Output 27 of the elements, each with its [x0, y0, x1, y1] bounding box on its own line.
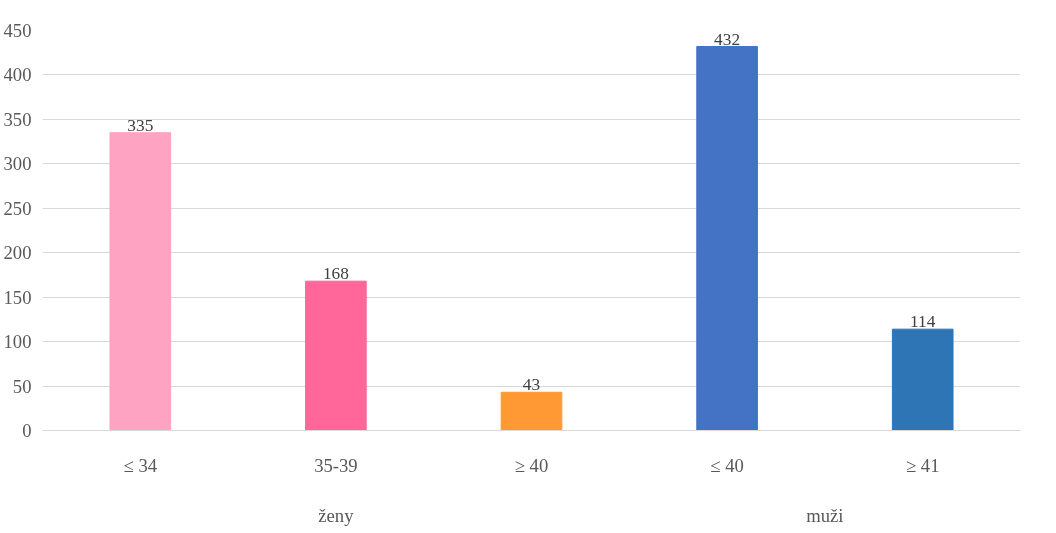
bar: [305, 280, 367, 431]
y-tick-label: 300: [3, 153, 32, 175]
y-tick-label: 100: [3, 331, 32, 353]
y-tick-label: 0: [22, 420, 32, 441]
x-tick-label: ≤ 34: [123, 454, 158, 476]
y-tick-label: 150: [3, 286, 32, 308]
text: ženy: [318, 504, 355, 526]
y-tick-label: 450: [3, 20, 32, 41]
bar: [891, 328, 954, 431]
bar: [696, 46, 758, 431]
y-tick-label: 250: [3, 197, 32, 219]
x-tick-label: 35-39: [314, 454, 358, 476]
data-label: 168: [322, 264, 349, 284]
y-tick-label: 50: [12, 375, 32, 397]
bar: [109, 132, 172, 431]
x-tick-label: ≤ 40: [710, 454, 744, 476]
x-tick-label: ≥ 41: [905, 454, 940, 476]
y-tick-label: 350: [3, 108, 32, 130]
x-tick-label: ≥ 40: [514, 454, 549, 476]
data-label: 432: [714, 29, 741, 49]
data-label: 335: [127, 115, 154, 135]
data-label: 43: [522, 375, 541, 395]
bar: [500, 391, 563, 431]
y-tick-label: 200: [3, 242, 32, 264]
text: muži: [806, 504, 844, 526]
data-label: 114: [910, 312, 936, 332]
y-tick-label: 400: [3, 64, 32, 86]
